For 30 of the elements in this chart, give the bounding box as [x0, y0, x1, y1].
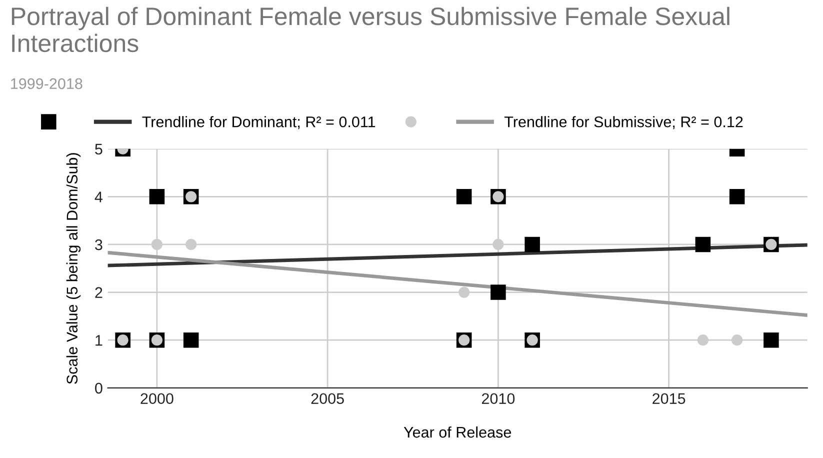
point	[183, 332, 199, 348]
point	[732, 334, 743, 346]
point	[151, 238, 163, 250]
point	[458, 286, 470, 298]
legend-label: Trendline for Submissive; R² = 0.12	[504, 116, 743, 130]
y-tick-label: 2	[95, 287, 102, 298]
y-tick-label: 3	[95, 239, 102, 250]
x-tick-label: 2015	[652, 393, 686, 404]
chart-subtitle: 1999-2018	[11, 78, 82, 90]
y-tick-label: 1	[96, 335, 102, 346]
x-tick-label: 2010	[482, 393, 515, 404]
point	[490, 284, 506, 300]
point	[149, 189, 165, 204]
point	[186, 238, 197, 250]
point	[456, 189, 472, 204]
point	[492, 238, 504, 250]
legend-label: Trendline for Dominant; R² = 0.011	[142, 116, 376, 130]
x-axis-title: Year of Release	[404, 426, 511, 438]
y-tick-label: 0	[95, 382, 102, 394]
x-tick-label: 2005	[311, 393, 344, 404]
y-tick-label: 5	[95, 144, 102, 155]
point	[697, 334, 708, 346]
point	[729, 189, 745, 204]
y-axis-title: Scale Value (5 being all Dom/Sub)	[66, 153, 81, 384]
point	[764, 332, 779, 348]
point	[524, 236, 540, 252]
chart-title: Portrayal of Dominant Female versus Submissive Female Sexual Interactions	[12, 6, 730, 52]
x-tick-label: 2000	[140, 393, 174, 404]
point	[695, 236, 711, 252]
y-tick-label: 4	[94, 192, 103, 202]
